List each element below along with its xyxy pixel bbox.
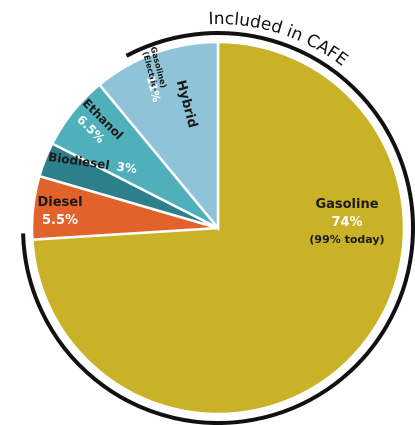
label-gasoline-note: (99% today) [309,233,384,246]
label-gasoline-name: Gasoline [315,197,378,212]
label-diesel-value: 5.5% [42,213,78,228]
slice-hybrid [97,40,220,232]
label-diesel-name: Diesel [37,195,82,210]
pie-slices [30,40,406,416]
cafe-bracket-arc [21,31,415,425]
label-gasoline-value: 74% [331,215,362,230]
label-biodiesel-value: 3% [116,159,138,176]
